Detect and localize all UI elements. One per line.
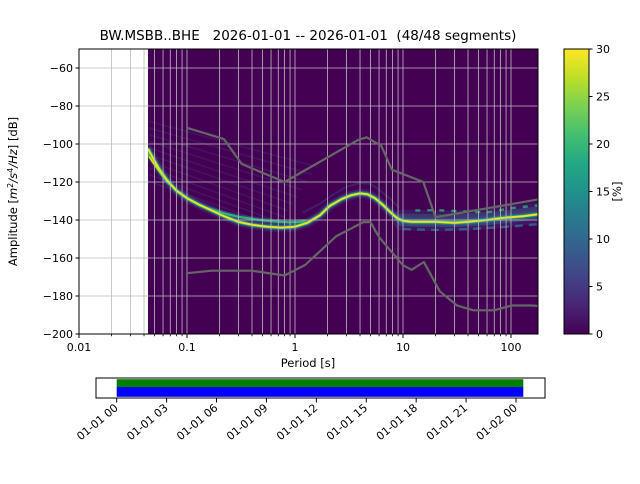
colorbar-ticks: 0 5 10 15 20 25 30	[589, 43, 610, 341]
ppsd-streak	[148, 140, 302, 191]
y-tick-label: −180	[43, 290, 73, 303]
x-tick-label: 10	[396, 341, 410, 354]
ppsd-band-layer	[402, 223, 538, 232]
ppsd-band-layer	[148, 156, 164, 177]
colorbar-tick-label: 10	[596, 233, 610, 246]
colorbar-tick-label: 30	[596, 43, 610, 56]
timeline-top-strip	[116, 379, 524, 387]
gridlines	[79, 49, 538, 334]
colorbar-gradient	[563, 48, 590, 335]
ppsd-streak	[148, 153, 293, 205]
plot-title: BW.MSBB..BHE 2026-01-01 -- 2026-01-01 (4…	[100, 28, 517, 44]
y-tick-label: −120	[43, 176, 73, 189]
y-axis-label: Amplitude [m2/s4/Hz] [dB]	[6, 117, 20, 266]
x-tick-label: 0.1	[178, 341, 196, 354]
y-axis-ticks: −60 −80 −100 −120 −140 −160 −180 −200	[43, 62, 79, 341]
colorbar-label: [%]	[610, 182, 624, 202]
ppsd-streak	[148, 160, 288, 212]
y-tick-label: −140	[43, 214, 73, 227]
nlnm-line	[186, 221, 538, 312]
colorbar-tick-label: 15	[596, 185, 610, 198]
ppsd-streak	[148, 133, 308, 183]
x-tick-label: 1	[292, 341, 299, 354]
peterson-noise-models	[186, 126, 538, 312]
x-tick-label: 0.01	[67, 341, 92, 354]
colorbar-tick-label: 5	[596, 280, 603, 293]
ppsd-histogram-background	[148, 49, 538, 334]
x-axis-label: Period [s]	[281, 356, 335, 370]
colorbar-tick-label: 0	[596, 328, 603, 341]
y-tick-label: −160	[43, 252, 73, 265]
x-tick-label: 100	[501, 341, 522, 354]
colorbar-tick-label: 20	[596, 138, 610, 151]
nhnm-line	[186, 126, 538, 219]
y-tick-label: −200	[43, 328, 73, 341]
axes-frame	[78, 48, 539, 335]
ppsd-streak	[148, 127, 313, 176]
y-tick-label: −60	[50, 62, 73, 75]
y-tick-label: −80	[50, 100, 73, 113]
ppsd-streak	[148, 167, 285, 218]
x-axis-ticks: 0.01 0.1 1 10 100	[67, 334, 522, 354]
ppsd-streak	[148, 147, 298, 198]
colorbar: 0 5 10 15 20 25 30 [%]	[563, 43, 624, 341]
colorbar-tick-label: 25	[596, 90, 610, 103]
y-tick-label: −100	[43, 138, 73, 151]
timeline-coverage-bar	[116, 387, 524, 397]
